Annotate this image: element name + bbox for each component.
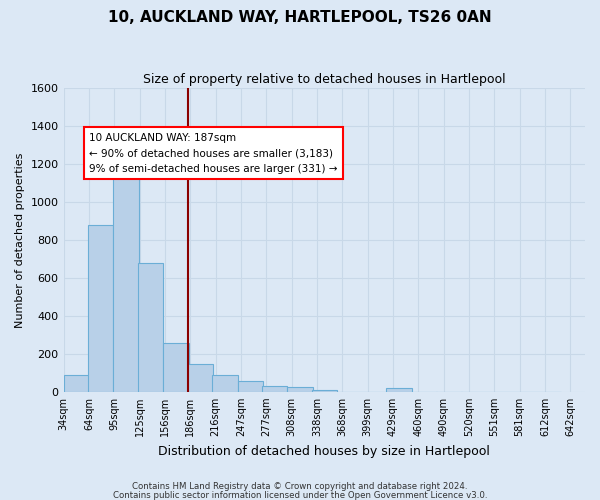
Title: Size of property relative to detached houses in Hartlepool: Size of property relative to detached ho… — [143, 72, 506, 86]
Bar — [287, 387, 313, 392]
Text: 10, AUCKLAND WAY, HARTLEPOOL, TS26 0AN: 10, AUCKLAND WAY, HARTLEPOOL, TS26 0AN — [108, 10, 492, 25]
Bar — [212, 375, 238, 392]
Bar — [163, 344, 188, 392]
Text: 10 AUCKLAND WAY: 187sqm
← 90% of detached houses are smaller (3,183)
9% of semi-: 10 AUCKLAND WAY: 187sqm ← 90% of detache… — [89, 132, 337, 174]
Bar — [262, 386, 287, 392]
Text: Contains public sector information licensed under the Open Government Licence v3: Contains public sector information licen… — [113, 490, 487, 500]
Bar — [138, 262, 163, 392]
Bar — [238, 382, 263, 392]
X-axis label: Distribution of detached houses by size in Hartlepool: Distribution of detached houses by size … — [158, 444, 490, 458]
Bar — [64, 375, 89, 392]
Y-axis label: Number of detached properties: Number of detached properties — [15, 152, 25, 328]
Bar — [312, 390, 337, 392]
Bar — [188, 364, 213, 392]
Text: Contains HM Land Registry data © Crown copyright and database right 2024.: Contains HM Land Registry data © Crown c… — [132, 482, 468, 491]
Bar — [113, 141, 139, 392]
Bar — [386, 388, 412, 392]
Bar — [88, 224, 113, 392]
